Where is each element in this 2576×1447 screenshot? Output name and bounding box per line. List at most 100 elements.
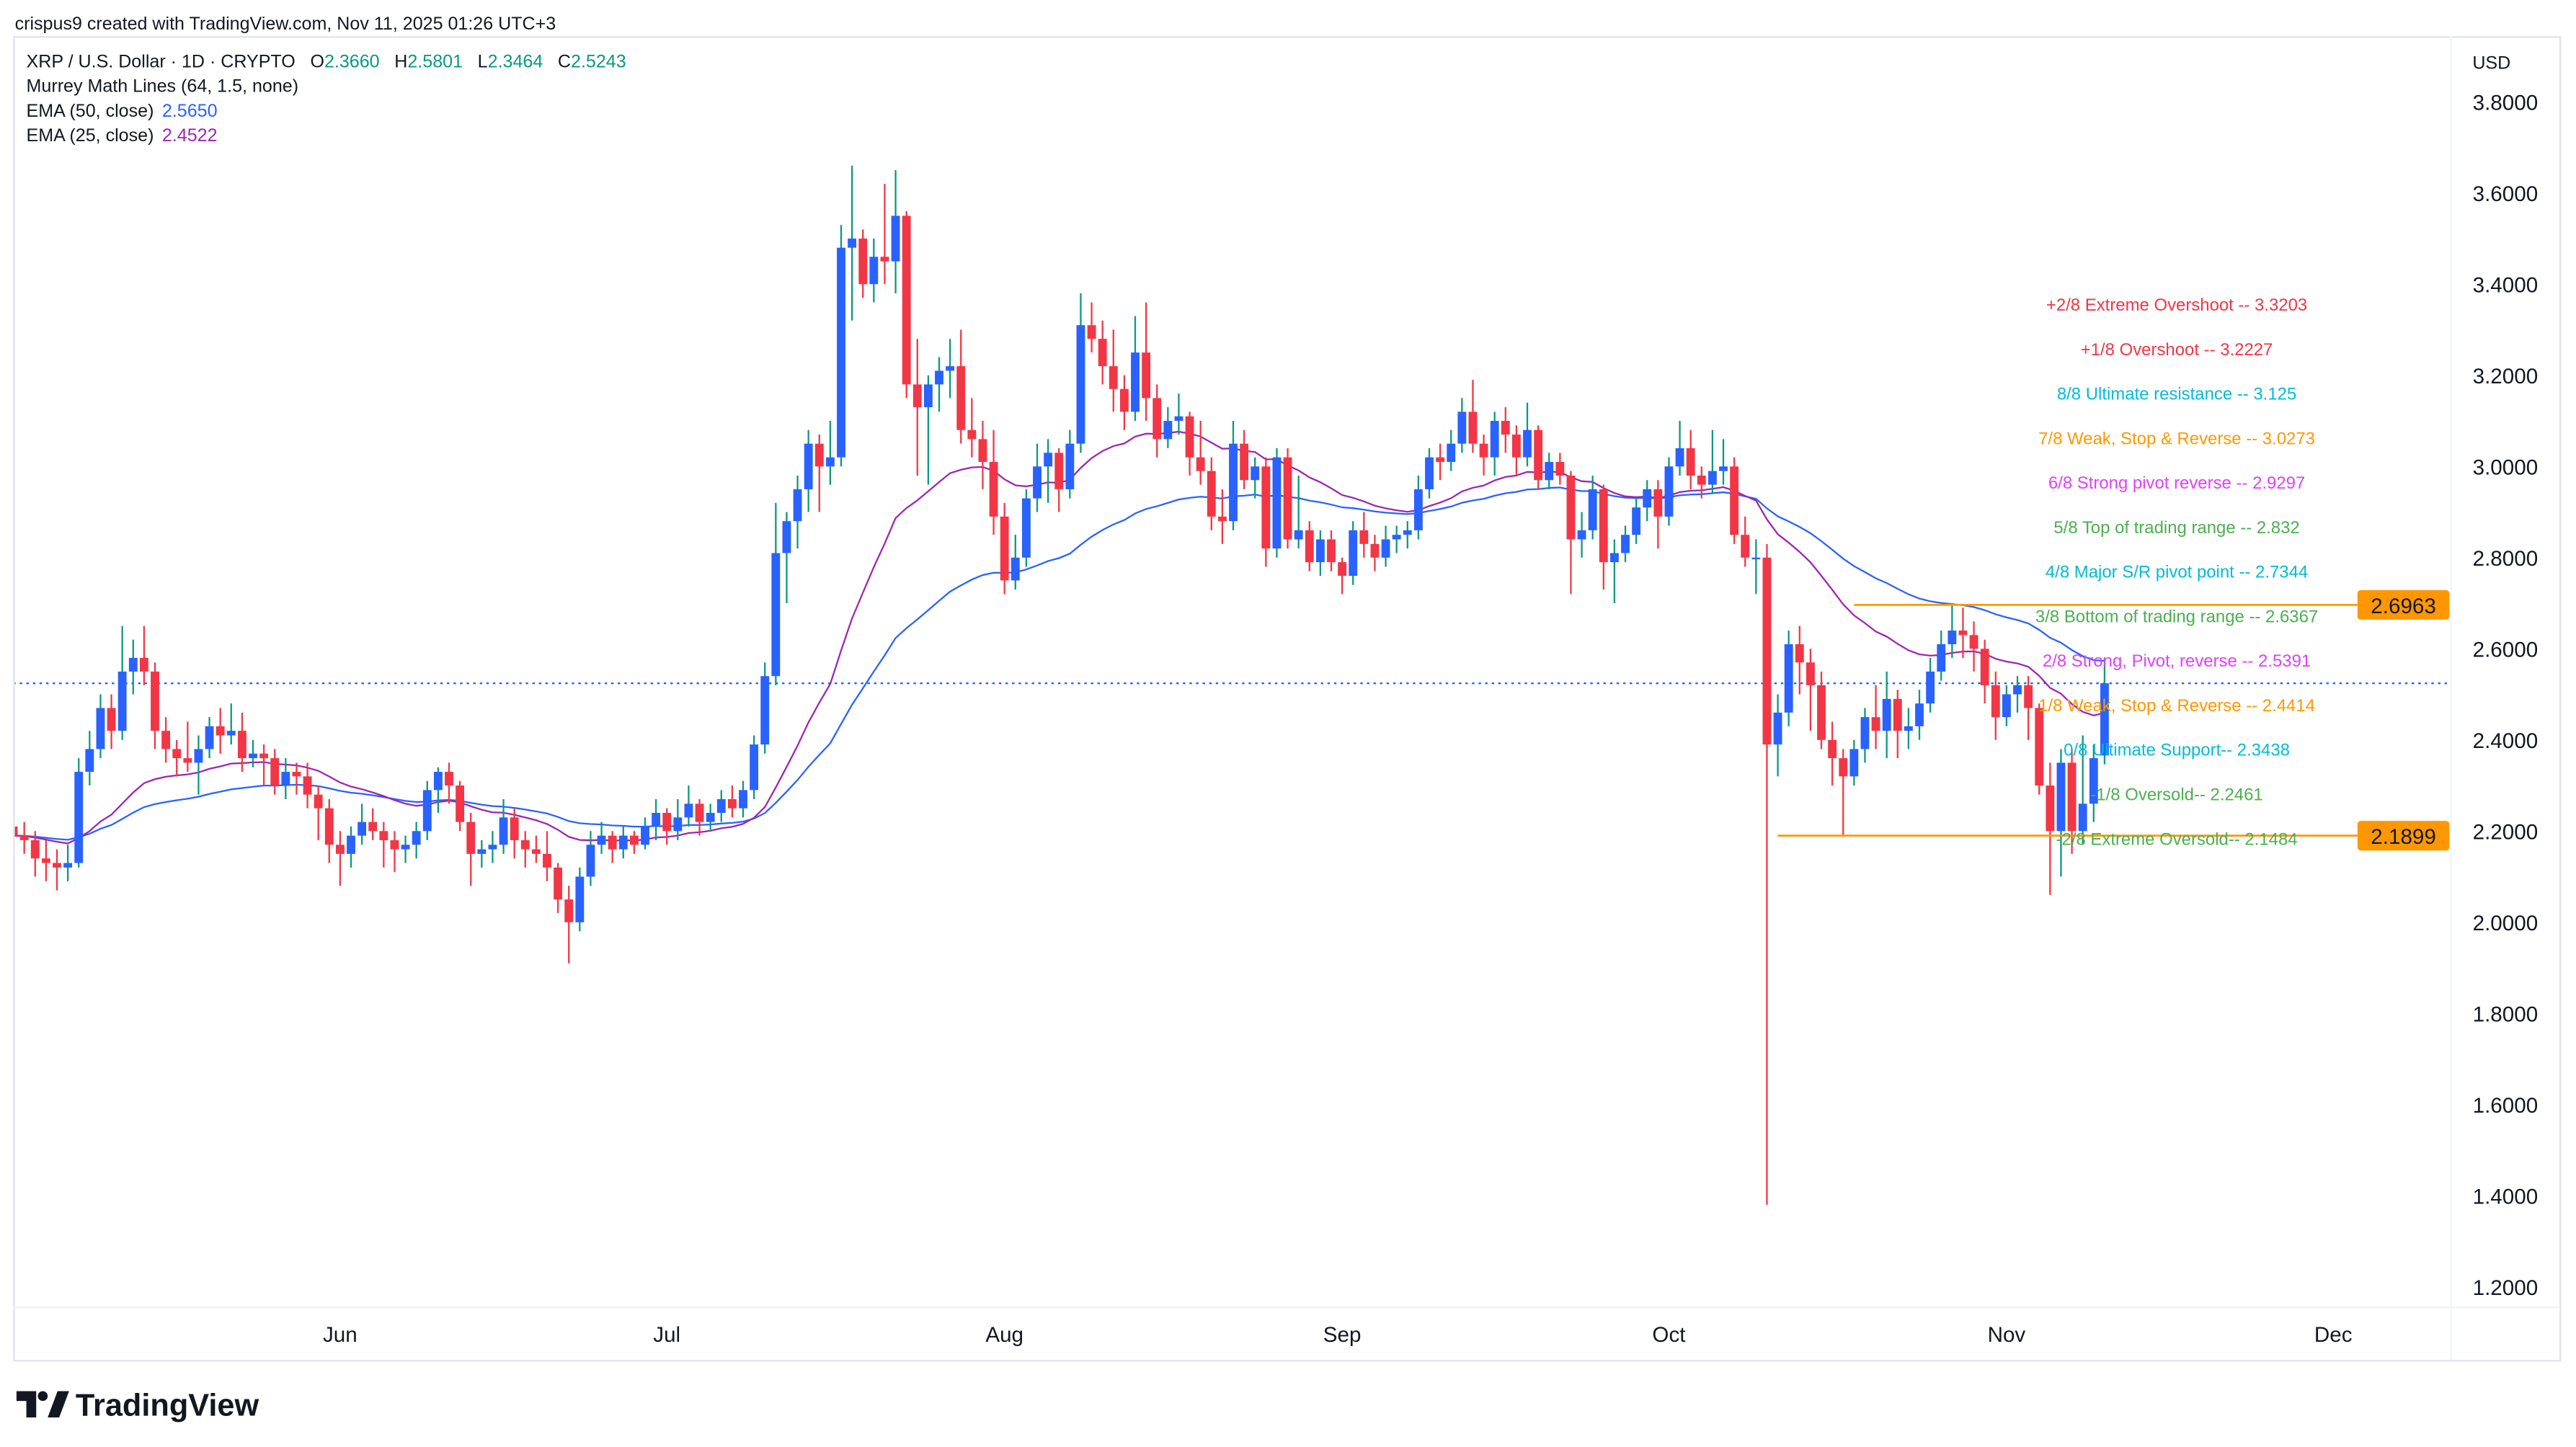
candle[interactable] [793,475,802,549]
candle[interactable] [1142,302,1151,422]
candle[interactable] [30,831,40,877]
candle[interactable] [85,731,94,786]
candle[interactable] [1653,480,1663,549]
candle[interactable] [1860,708,1870,763]
legend-murrey[interactable]: Murrey Math Lines (64, 1.5, none) [27,76,299,97]
candle[interactable] [912,339,922,476]
candle[interactable] [74,758,84,868]
candle[interactable] [303,762,312,809]
candle[interactable] [1131,316,1140,422]
candle[interactable] [902,211,911,399]
candle[interactable] [422,780,432,840]
candle[interactable] [716,790,726,822]
candle[interactable] [53,849,61,891]
candle[interactable] [1545,453,1554,489]
candle[interactable] [858,229,868,298]
candle[interactable] [782,512,791,604]
candle[interactable] [1327,530,1336,571]
price-axis[interactable]: 3.8000 3.6000 3.4000 3.2000 3.0000 2.8000 2.60… [2473,92,2539,1300]
candle[interactable] [1947,603,1957,658]
candle[interactable] [1338,557,1347,595]
candle[interactable] [1359,512,1369,558]
candle[interactable] [335,831,345,886]
candle[interactable] [1523,402,1532,467]
candle[interactable] [575,867,585,932]
candle[interactable] [1098,320,1107,385]
candle[interactable] [281,758,290,800]
candle[interactable] [891,170,900,293]
candle[interactable] [63,845,73,881]
candle[interactable] [2078,735,2087,845]
candle[interactable] [760,662,770,754]
candle[interactable] [554,863,563,914]
candle[interactable] [1447,429,1456,471]
candle[interactable] [2089,744,2098,822]
candle[interactable] [608,831,617,863]
candle[interactable] [2024,676,2033,740]
candle[interactable] [445,762,453,804]
candle[interactable] [1021,489,1031,567]
candle[interactable] [662,808,672,845]
candle[interactable] [1109,329,1118,412]
candle[interactable] [1609,539,1619,604]
candle[interactable] [2002,685,2011,726]
candle[interactable] [1054,448,1064,512]
candle[interactable] [695,799,704,836]
candle[interactable] [1958,607,1968,658]
candle[interactable] [488,831,497,863]
candle[interactable] [292,762,301,795]
candle[interactable] [848,165,857,321]
candle[interactable] [357,803,367,845]
legend-ema25[interactable]: EMA (25, close) 2.4522 [27,125,218,146]
candle[interactable] [1185,411,1194,476]
candle[interactable] [1751,539,1761,595]
candle[interactable] [1119,375,1129,430]
candle[interactable] [161,717,171,763]
candle[interactable] [706,803,715,832]
candle[interactable] [989,429,998,535]
candle[interactable] [1719,439,1728,485]
candle[interactable] [41,840,50,881]
candle[interactable] [172,739,182,777]
candle[interactable] [1174,393,1183,435]
candle[interactable] [923,375,933,485]
candle[interactable] [1457,398,1467,453]
candle[interactable] [9,813,18,850]
candle[interactable] [652,799,661,840]
candle[interactable] [956,329,966,444]
candle[interactable] [629,831,639,854]
candle[interactable] [1087,302,1096,353]
candle[interactable] [1969,621,1978,672]
candle[interactable] [499,799,508,854]
candle[interactable] [2013,676,2022,713]
candle[interactable] [1566,471,1576,595]
candle[interactable] [1839,749,1848,836]
candle[interactable] [1849,739,1859,786]
candle[interactable] [1730,457,1739,544]
candle[interactable] [1065,429,1075,499]
candle[interactable] [1076,293,1085,453]
candle[interactable] [1588,475,1597,540]
candle[interactable] [1762,543,1772,1205]
candle[interactable] [531,835,541,863]
candle[interactable] [967,398,977,458]
candle[interactable] [1044,439,1053,503]
candle[interactable] [597,822,606,854]
time-axis[interactable]: Jun Jul Aug Sep Oct Nov Dec [323,1323,2353,1347]
candle[interactable] [139,625,148,685]
candle[interactable] [814,435,824,512]
candle[interactable] [1534,425,1543,489]
candle[interactable] [564,886,574,963]
candle[interactable] [1315,530,1325,576]
candle[interactable] [1403,521,1412,549]
candle[interactable] [1904,708,1913,749]
candle[interactable] [771,502,781,685]
candle[interactable] [1229,421,1238,530]
candle[interactable] [869,239,879,303]
candle[interactable] [1011,535,1020,590]
candle[interactable] [1555,453,1565,485]
candle[interactable] [1577,512,1586,558]
candle[interactable] [1425,448,1434,499]
candle[interactable] [1599,484,1608,590]
candle[interactable] [1806,649,1815,731]
